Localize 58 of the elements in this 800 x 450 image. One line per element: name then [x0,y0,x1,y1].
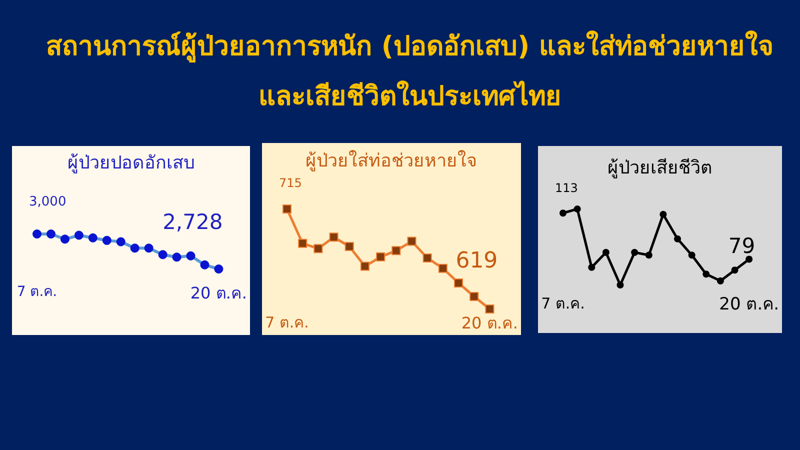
point [746,256,753,263]
point [616,282,624,288]
point [407,236,416,246]
point [560,210,566,217]
point [716,277,724,284]
point [660,210,667,218]
x-tick-label: 20 ต.ค. [719,294,779,314]
point [376,252,386,262]
chart-title: ผู้ป่วยปอดอักเสบ [68,152,194,174]
point [298,238,308,248]
point [344,242,354,251]
point [688,252,696,259]
point [702,270,710,278]
point [588,264,596,271]
point [329,232,338,242]
x-tick-label: 7 ต.ค. [16,284,58,300]
point [485,304,494,314]
x-tick-label: 7 ต.ค. [541,294,585,312]
point [200,260,210,270]
point [470,292,479,301]
point [574,206,581,212]
chart-title: ผู้ป่วยใส่ท่อช่วยหายใจ [306,150,478,172]
point [130,244,140,253]
point [60,234,70,244]
data-label: 113 [555,181,578,196]
point [645,252,652,259]
data-label: 2,728 [162,210,223,234]
data-label: 79 [728,234,756,258]
point [360,262,370,271]
x-tick-label: 7 ต.ค. [265,314,309,332]
text: สถานการณ์ผู้ป่วยอาการหนัก (ปอดอักเสบ) และใส่ท่อช่วยหายใจ และเสียชีวิตในประเทศไทย [45,30,775,114]
point [88,233,98,242]
point [438,264,448,273]
chart-title: ผู้ป่วยเสียชีวิต [608,158,712,178]
point [314,244,323,254]
point [116,237,126,246]
point [172,252,182,262]
point [102,236,112,245]
point [392,246,401,256]
point [631,248,638,256]
point [158,250,168,260]
point [144,244,154,253]
point [74,230,84,240]
point [186,251,196,260]
point [422,253,432,262]
x-tick-label: 20 ต.ค. [190,284,248,302]
data-label: 715 [279,176,302,190]
point [454,278,464,288]
point [282,204,292,214]
point [674,235,682,242]
point [214,264,224,274]
point [32,230,42,238]
data-label: 3,000 [29,194,66,210]
point [602,248,610,256]
data-label: 619 [456,248,498,274]
point [731,266,738,274]
x-tick-label: 20 ต.ค. [461,314,518,332]
point [46,230,56,238]
